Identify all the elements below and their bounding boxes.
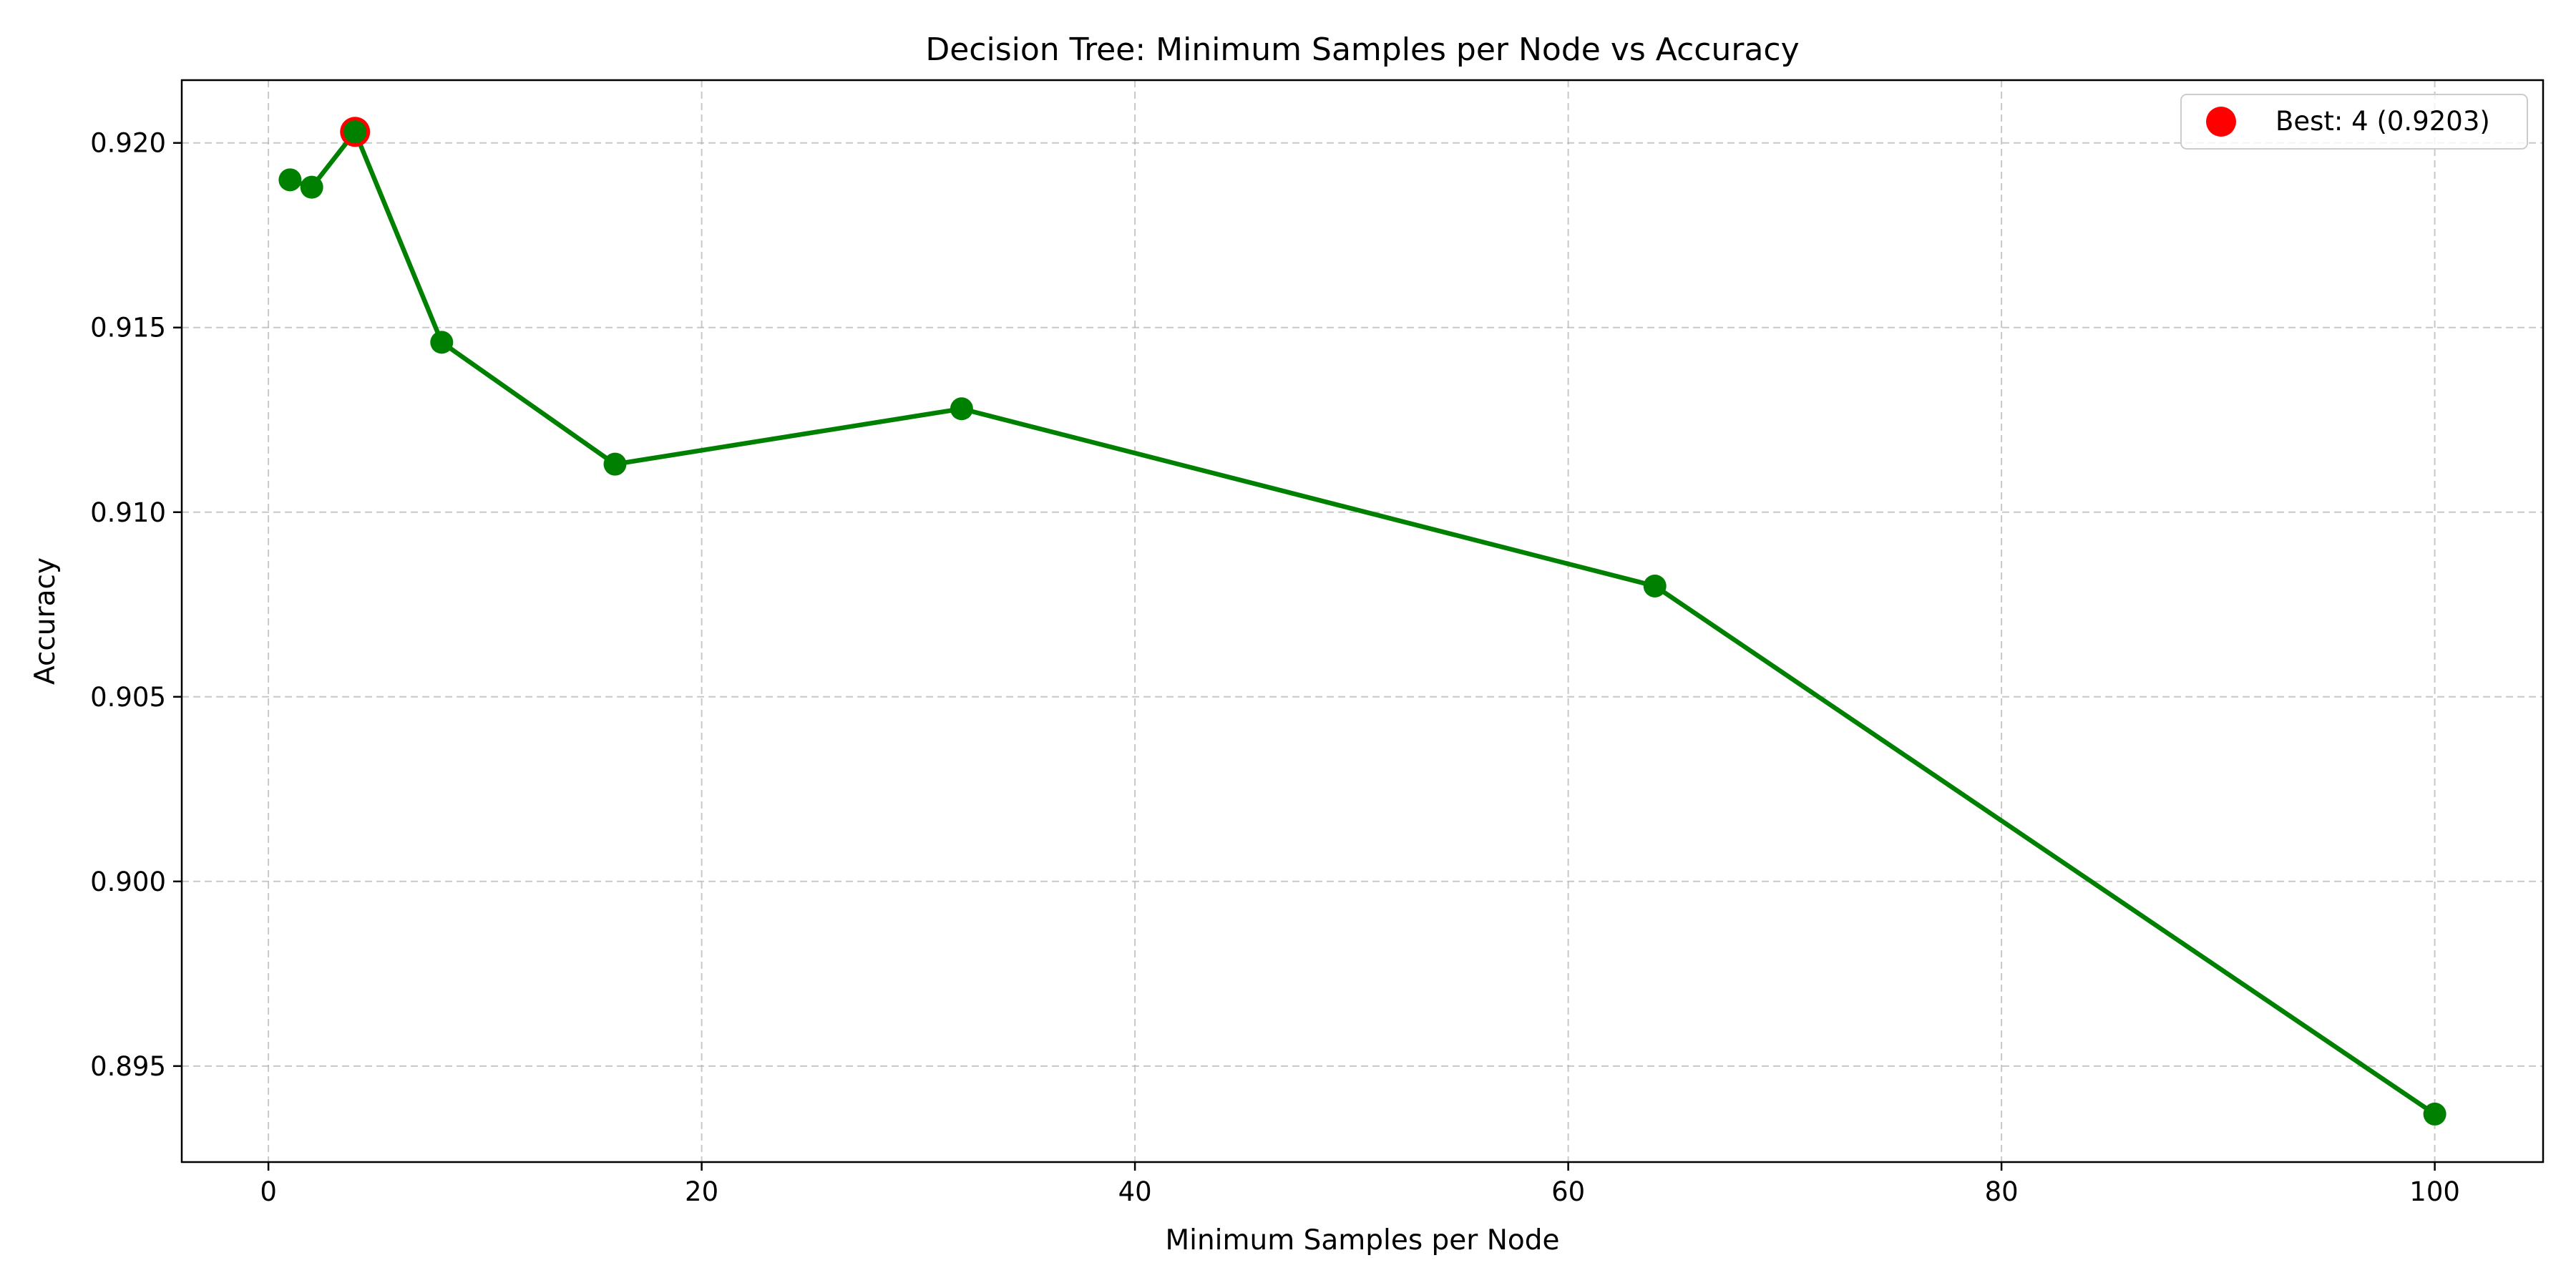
x-axis-label: Minimum Samples per Node <box>1165 1224 1559 1257</box>
data-point <box>603 452 627 476</box>
data-point <box>343 120 367 144</box>
y-tick-label: 0.920 <box>90 128 166 159</box>
x-tick-label: 100 <box>2409 1176 2460 1207</box>
data-point <box>430 331 454 354</box>
x-tick-label: 60 <box>1551 1176 1585 1207</box>
x-tick-label: 80 <box>1985 1176 2019 1207</box>
series-line <box>288 129 2437 1117</box>
y-tick-label: 0.915 <box>90 313 166 343</box>
legend-box <box>2180 94 2528 150</box>
data-point <box>950 397 973 421</box>
y-tick-label: 0.910 <box>90 497 166 528</box>
legend-label: Best: 4 (0.9203) <box>2275 106 2490 137</box>
series-layer <box>278 117 2446 1126</box>
data-point <box>2423 1102 2446 1126</box>
x-tick-label: 40 <box>1118 1176 1152 1207</box>
plot-frame <box>180 79 2545 1163</box>
legend: Best: 4 (0.9203) <box>2180 94 2528 150</box>
data-point <box>300 175 323 199</box>
x-tick-label: 20 <box>685 1176 718 1207</box>
ticks-layer: 0 20 40 60 80 100 0.895 0.900 0.905 0.910 0.915 0.9… <box>90 128 2460 1207</box>
data-point <box>1643 574 1667 597</box>
y-axis-label: Accuracy <box>29 557 62 685</box>
legend-marker <box>2206 107 2236 137</box>
chart-title: Decision Tree: Minimum Samples per Node … <box>925 31 1799 68</box>
y-tick-label: 0.895 <box>90 1051 166 1082</box>
data-point <box>278 168 302 192</box>
y-tick-label: 0.905 <box>90 682 166 713</box>
y-tick-label: 0.900 <box>90 867 166 897</box>
x-tick-label: 0 <box>260 1176 277 1207</box>
